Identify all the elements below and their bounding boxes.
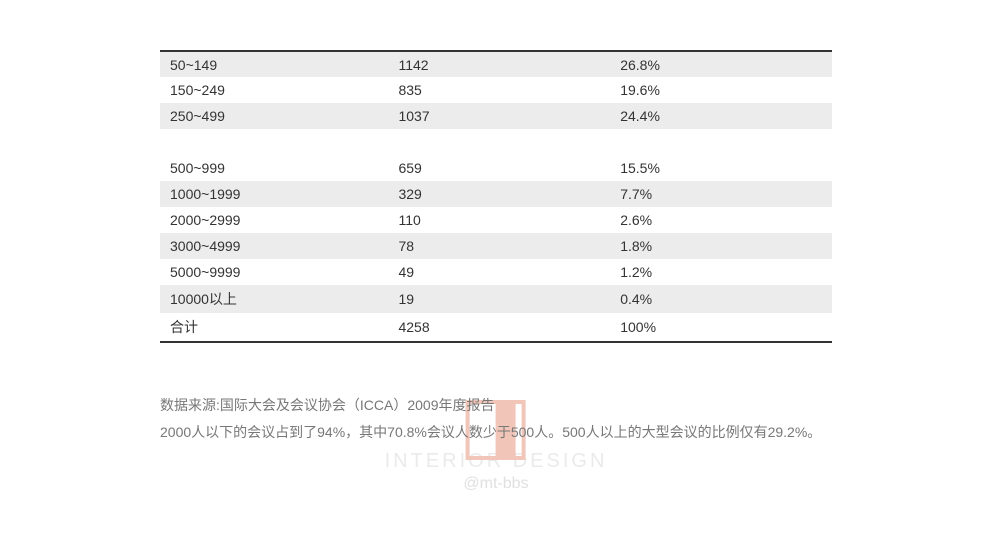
table-row: 500~99965915.5% xyxy=(160,155,832,181)
table-row: 5000~9999491.2% xyxy=(160,259,832,285)
cell-range: 10000以上 xyxy=(160,285,388,313)
cell-range: 250~499 xyxy=(160,103,388,129)
cell-count: 329 xyxy=(388,181,610,207)
cell-percent: 1.2% xyxy=(610,259,832,285)
cell-count: 19 xyxy=(388,285,610,313)
cell-range: 3000~4999 xyxy=(160,233,388,259)
cell-range: 50~149 xyxy=(160,51,388,77)
cell-range: 150~249 xyxy=(160,77,388,103)
cell-count: 4258 xyxy=(388,313,610,342)
cell-percent: 2.6% xyxy=(610,207,832,233)
cell-percent: 24.4% xyxy=(610,103,832,129)
content-wrapper: 50~149114226.8%150~24983519.6%250~499103… xyxy=(0,0,992,477)
footer-description: 2000人以下的会议占到了94%，其中70.8%会议人数少于500人。500人以… xyxy=(160,420,832,445)
cell-count: 78 xyxy=(388,233,610,259)
cell-percent: 1.8% xyxy=(610,233,832,259)
cell-percent: 0.4% xyxy=(610,285,832,313)
table-row: 3000~4999781.8% xyxy=(160,233,832,259)
cell-range: 1000~1999 xyxy=(160,181,388,207)
cell-percent: 15.5% xyxy=(610,155,832,181)
cell-percent: 26.8% xyxy=(610,51,832,77)
cell-count: 1037 xyxy=(388,103,610,129)
cell-range: 2000~2999 xyxy=(160,207,388,233)
table-row: 50~149114226.8% xyxy=(160,51,832,77)
watermark-text-line2: @mt-bbs xyxy=(385,475,608,493)
cell-range: 5000~9999 xyxy=(160,259,388,285)
table-spacer-row xyxy=(160,129,832,155)
table-row: 合计4258100% xyxy=(160,313,832,342)
cell-percent: 100% xyxy=(610,313,832,342)
data-table: 50~149114226.8%150~24983519.6%250~499103… xyxy=(160,50,832,343)
table-row: 150~24983519.6% xyxy=(160,77,832,103)
cell-range: 合计 xyxy=(160,313,388,342)
cell-count: 110 xyxy=(388,207,610,233)
cell-percent: 7.7% xyxy=(610,181,832,207)
cell-percent: 19.6% xyxy=(610,77,832,103)
table-row: 10000以上190.4% xyxy=(160,285,832,313)
table-row: 250~499103724.4% xyxy=(160,103,832,129)
cell-count: 835 xyxy=(388,77,610,103)
table-row: 1000~19993297.7% xyxy=(160,181,832,207)
cell-range: 500~999 xyxy=(160,155,388,181)
cell-count: 1142 xyxy=(388,51,610,77)
cell-count: 49 xyxy=(388,259,610,285)
footer-text: 数据来源:国际大会及会议协会（ICCA）2009年度报告 2000人以下的会议占… xyxy=(160,393,832,445)
table-row: 2000~29991102.6% xyxy=(160,207,832,233)
footer-source: 数据来源:国际大会及会议协会（ICCA）2009年度报告 xyxy=(160,393,832,418)
cell-count: 659 xyxy=(388,155,610,181)
